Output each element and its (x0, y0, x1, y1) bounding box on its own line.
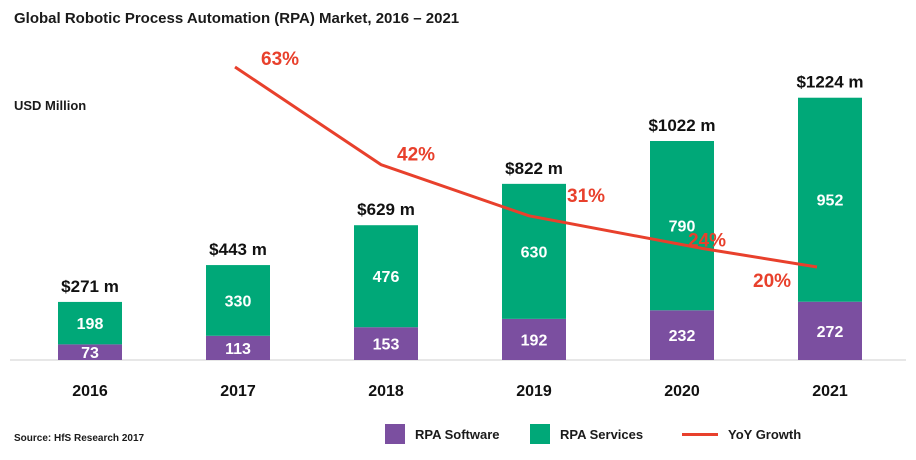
legend-item-rpa-software: RPA Software (385, 424, 500, 444)
bar-rpa-software-2021 (798, 301, 862, 360)
bar-rpa-services-2017 (206, 265, 270, 336)
total-label-2021: $1224 m (796, 73, 863, 92)
bar-rpa-software-2016 (58, 344, 122, 360)
total-label-2020: $1022 m (648, 116, 715, 135)
bar-rpa-software-2017 (206, 335, 270, 360)
data-label-rpa-services-2017: 330 (225, 293, 252, 310)
data-label-rpa-software-2020: 232 (669, 328, 696, 345)
data-label-rpa-software-2018: 153 (373, 337, 400, 354)
legend-item-yoy-growth: YoY Growth (682, 424, 801, 444)
data-label-rpa-software-2019: 192 (521, 332, 548, 349)
legend-label-yoy-growth: YoY Growth (728, 426, 802, 442)
x-tick-label-2018: 2018 (368, 383, 404, 400)
growth-label-2018: 42% (397, 145, 435, 166)
source-note: Source: HfS Research 2017 (14, 433, 145, 444)
x-tick-label-2017: 2017 (220, 383, 256, 400)
growth-label-2020: 24% (688, 230, 726, 251)
yoy-growth-line (234, 65, 818, 269)
data-label-rpa-software-2021: 272 (817, 324, 844, 341)
x-tick-label-2019: 2019 (516, 383, 552, 400)
growth-label-2019: 31% (567, 186, 605, 207)
data-label-rpa-services-2018: 476 (373, 269, 400, 286)
chart-plot: 73 198 $271 m 2016 113 330 $443 m 2017 153 476 $62… (10, 49, 906, 400)
data-label-rpa-services-2016: 198 (77, 316, 104, 333)
growth-label-2017: 63% (261, 49, 299, 70)
x-tick-label-2020: 2020 (664, 383, 700, 400)
data-label-rpa-software-2017: 113 (225, 341, 251, 358)
x-tick-label-2016: 2016 (72, 383, 108, 400)
bar-rpa-services-2020 (650, 141, 714, 311)
data-label-rpa-software-2016: 73 (81, 345, 99, 362)
bar-rpa-software-2019 (502, 318, 566, 360)
bar-rpa-services-2016 (58, 301, 122, 345)
bar-rpa-services-2019 (502, 183, 566, 319)
legend-item-rpa-services: RPA Services (530, 424, 643, 444)
y-axis-label: USD Million (14, 98, 87, 113)
legend-swatch-rpa-software (385, 424, 405, 444)
legend-line-yoy-growth (682, 432, 718, 436)
total-label-2019: $822 m (505, 159, 563, 178)
bar-rpa-software-2018 (354, 327, 418, 360)
legend-swatch-rpa-services (530, 424, 550, 444)
total-label-2018: $629 m (357, 200, 415, 219)
x-tick-label-2021: 2021 (812, 383, 848, 400)
growth-label-2021: 20% (753, 271, 791, 292)
legend-label-rpa-services: RPA Services (560, 426, 644, 442)
data-label-rpa-services-2020: 790 (669, 219, 696, 236)
total-label-2016: $271 m (61, 277, 119, 296)
data-label-rpa-services-2021: 952 (817, 193, 844, 210)
bar-rpa-software-2020 (650, 310, 714, 360)
total-label-2017: $443 m (209, 240, 267, 259)
legend-label-rpa-software: RPA Software (415, 426, 500, 442)
bar-rpa-services-2021 (798, 97, 862, 302)
bar-rpa-services-2018 (354, 225, 418, 328)
chart-title: Global Robotic Process Automation (RPA) … (14, 10, 460, 27)
data-label-rpa-services-2019: 630 (521, 244, 548, 261)
